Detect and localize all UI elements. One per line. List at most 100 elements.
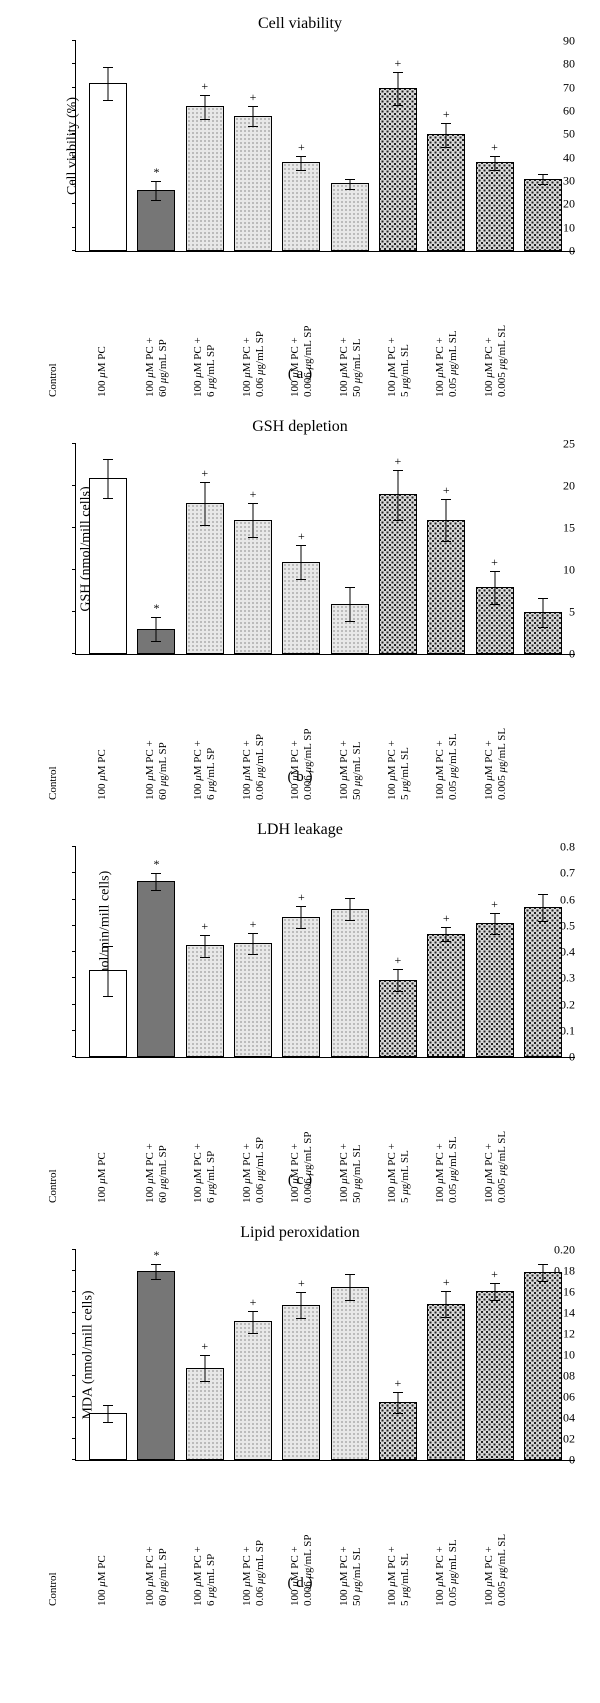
error-bar	[108, 84, 109, 100]
bar	[331, 604, 369, 654]
bar: +	[379, 494, 417, 654]
x-labels: Control100 μM PC100 μM PC +60 μg/mL SP10…	[75, 1465, 575, 1585]
error-cap	[200, 1355, 210, 1356]
significance-marker: *	[153, 601, 159, 616]
error-cap	[393, 969, 403, 970]
error-bar	[494, 588, 495, 604]
bar: *	[137, 1271, 175, 1460]
error-bar	[301, 1293, 302, 1305]
significance-marker: +	[443, 1275, 450, 1290]
significance-marker: +	[250, 917, 257, 932]
bar: +	[186, 1368, 224, 1460]
error-cap	[393, 72, 403, 73]
bars-group: * + + + + + +	[76, 444, 575, 654]
error-cap	[538, 921, 548, 922]
error-bar	[446, 135, 447, 146]
error-bar	[204, 1356, 205, 1368]
error-bar	[156, 874, 157, 882]
error-cap	[296, 545, 306, 546]
error-bar	[542, 599, 543, 613]
significance-marker: +	[395, 454, 402, 469]
error-cap	[296, 170, 306, 171]
bar: +	[234, 1321, 272, 1460]
significance-marker: +	[250, 1295, 257, 1310]
error-bar	[156, 618, 157, 630]
error-bar	[542, 1265, 543, 1273]
error-cap	[200, 482, 210, 483]
error-bar	[253, 934, 254, 944]
x-tick-label: 100 μM PC +0.005 μg/mL SL	[483, 1165, 600, 1203]
bar: +	[282, 1305, 320, 1460]
error-bar	[301, 907, 302, 917]
bar: +	[186, 945, 224, 1057]
error-bar	[349, 1275, 350, 1287]
error-cap	[103, 996, 113, 997]
error-cap	[151, 873, 161, 874]
bar	[331, 183, 369, 251]
bar: +	[234, 520, 272, 654]
error-bar	[446, 1292, 447, 1304]
error-cap	[151, 641, 161, 642]
significance-marker: +	[201, 466, 208, 481]
error-cap	[103, 946, 113, 947]
error-cap	[151, 200, 161, 201]
error-cap	[538, 598, 548, 599]
error-bar	[253, 944, 254, 954]
error-bar	[253, 107, 254, 116]
error-bar	[397, 89, 398, 105]
error-bar	[204, 936, 205, 946]
bar: +	[234, 116, 272, 251]
error-bar	[446, 1305, 447, 1317]
bar	[524, 179, 562, 251]
significance-marker: +	[491, 140, 498, 155]
error-cap	[538, 1264, 548, 1265]
error-cap	[151, 890, 161, 891]
error-cap	[490, 934, 500, 935]
significance-marker: +	[250, 487, 257, 502]
error-bar	[397, 73, 398, 89]
error-cap	[103, 100, 113, 101]
bar	[524, 907, 562, 1057]
significance-marker: +	[201, 79, 208, 94]
significance-marker: *	[153, 165, 159, 180]
significance-marker: +	[491, 897, 498, 912]
error-cap	[441, 541, 451, 542]
error-cap	[200, 525, 210, 526]
error-cap	[538, 1281, 548, 1282]
error-cap	[200, 1381, 210, 1382]
bar	[89, 83, 127, 251]
chart-title: Lipid peroxidation	[15, 1224, 585, 1242]
error-bar	[156, 1272, 157, 1279]
bar	[524, 612, 562, 654]
error-bar	[494, 1292, 495, 1300]
error-bar	[397, 1393, 398, 1403]
error-cap	[345, 1300, 355, 1301]
error-bar	[204, 1369, 205, 1381]
bar: +	[427, 1304, 465, 1460]
bar	[89, 478, 127, 654]
significance-marker: +	[395, 953, 402, 968]
x-tick-label: 100 μM PC +0.005 μg/mL SL	[483, 762, 600, 800]
error-cap	[103, 498, 113, 499]
error-cap	[248, 126, 258, 127]
error-bar	[542, 1273, 543, 1281]
error-cap	[248, 1311, 258, 1312]
error-bar	[204, 483, 205, 504]
error-cap	[296, 928, 306, 929]
error-cap	[345, 898, 355, 899]
error-cap	[441, 927, 451, 928]
significance-marker: +	[491, 555, 498, 570]
x-tick-label: 100 μM PC +0.005 μg/mL SL	[483, 1568, 600, 1606]
error-cap	[538, 627, 548, 628]
error-cap	[151, 181, 161, 182]
bar	[524, 1272, 562, 1460]
error-cap	[393, 991, 403, 992]
error-bar	[349, 910, 350, 920]
error-cap	[296, 906, 306, 907]
error-cap	[490, 913, 500, 914]
bars-group: *++++++	[76, 1250, 575, 1460]
error-bar	[204, 504, 205, 525]
significance-marker: *	[153, 1248, 159, 1263]
error-bar	[253, 1322, 254, 1332]
error-cap	[248, 933, 258, 934]
